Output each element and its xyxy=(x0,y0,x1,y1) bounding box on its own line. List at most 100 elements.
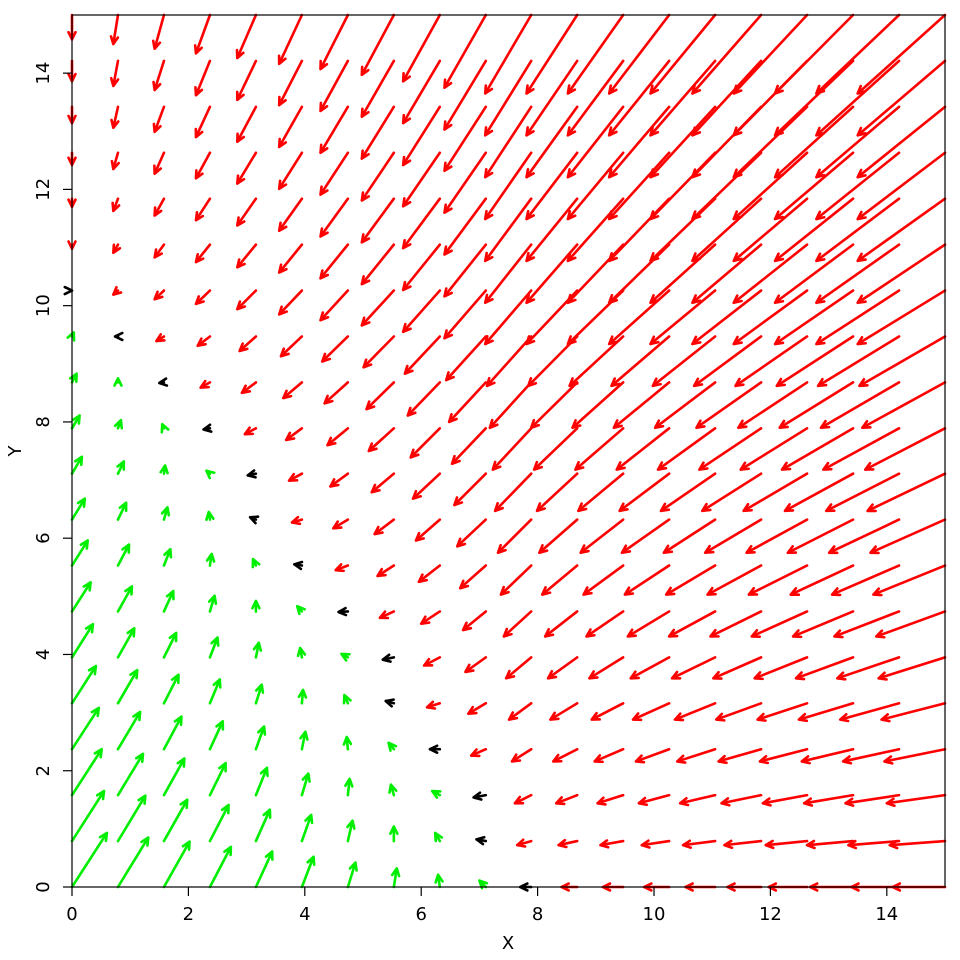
arrow xyxy=(113,377,123,387)
arrow xyxy=(720,793,763,807)
arrow xyxy=(378,610,396,620)
arrow xyxy=(208,678,222,705)
arrow xyxy=(815,13,901,95)
arrow xyxy=(235,59,258,102)
arrow xyxy=(830,564,901,597)
arrow xyxy=(444,335,488,382)
arrow xyxy=(773,151,855,221)
arrow xyxy=(662,518,717,555)
arrow xyxy=(334,563,350,573)
arrow xyxy=(880,701,947,723)
arrow xyxy=(723,839,763,850)
arrow xyxy=(885,793,947,808)
arrow xyxy=(243,426,258,436)
arrow xyxy=(254,725,267,751)
arrow xyxy=(401,289,442,334)
arrow xyxy=(761,793,809,807)
arrow xyxy=(116,668,139,705)
arrow xyxy=(159,464,169,475)
arrow xyxy=(153,151,166,176)
y-tick-label: 14 xyxy=(33,62,54,85)
arrow xyxy=(162,631,178,659)
arrow xyxy=(70,789,106,843)
arrow xyxy=(786,518,855,555)
arrow xyxy=(277,243,304,274)
arrow xyxy=(819,381,901,430)
arrow xyxy=(833,610,901,639)
arrow xyxy=(775,335,855,388)
arrow xyxy=(673,701,717,722)
arrow xyxy=(554,793,579,806)
arrow xyxy=(764,839,809,850)
arrow xyxy=(443,13,488,89)
y-tick-label: 6 xyxy=(33,532,54,543)
arrow xyxy=(155,333,166,343)
x-tick-label: 0 xyxy=(66,904,77,925)
arrow xyxy=(162,673,180,705)
x-tick-label: 10 xyxy=(643,904,666,925)
arrow xyxy=(634,747,671,764)
arrow xyxy=(805,839,855,850)
arrow xyxy=(789,564,855,596)
arrow xyxy=(422,656,442,667)
arrow xyxy=(254,683,265,705)
arrow xyxy=(869,518,947,555)
arrow xyxy=(401,105,442,167)
arrow xyxy=(709,610,763,638)
arrow xyxy=(290,515,304,526)
arrow xyxy=(387,741,398,752)
arrow xyxy=(112,243,122,255)
arrow xyxy=(579,518,625,555)
arrow xyxy=(360,197,396,244)
arrow xyxy=(607,105,671,179)
arrow xyxy=(626,610,671,638)
arrow xyxy=(543,610,579,638)
arrow xyxy=(319,289,350,322)
arrow xyxy=(455,518,488,548)
arrow xyxy=(483,59,533,137)
arrow xyxy=(756,701,809,722)
arrow xyxy=(162,757,186,797)
arrow xyxy=(443,197,488,256)
x-axis-label: X xyxy=(502,933,514,954)
arrow xyxy=(277,13,304,66)
x-tick-label: 6 xyxy=(415,904,426,925)
arrow xyxy=(152,59,166,92)
arrow xyxy=(162,547,173,567)
arrow xyxy=(844,793,901,807)
arrow xyxy=(153,289,166,301)
arrow xyxy=(822,427,901,471)
arrow xyxy=(158,377,169,387)
arrow xyxy=(566,151,625,221)
arrow xyxy=(110,151,120,171)
arrow xyxy=(68,372,78,384)
arrow xyxy=(153,243,166,259)
arrow xyxy=(208,720,225,751)
arrow xyxy=(160,422,170,434)
arrow xyxy=(649,289,717,346)
arrow xyxy=(346,819,356,843)
arrow xyxy=(714,701,763,722)
arrow xyxy=(732,105,809,179)
arrow xyxy=(235,289,258,311)
arrow xyxy=(70,831,109,889)
arrow xyxy=(732,197,809,263)
arrow xyxy=(319,13,350,71)
arrow xyxy=(856,243,947,305)
arrow xyxy=(151,13,166,51)
arrow xyxy=(618,472,671,513)
arrow xyxy=(332,518,350,530)
arrow xyxy=(552,747,579,763)
arrow xyxy=(277,105,304,149)
arrow xyxy=(360,243,396,286)
arrow xyxy=(483,151,533,221)
arrow xyxy=(160,506,171,521)
arrow xyxy=(443,105,488,173)
arrow xyxy=(758,747,809,765)
arrow xyxy=(411,472,442,500)
arrow xyxy=(297,688,308,705)
arrow xyxy=(403,335,442,375)
arrow xyxy=(116,501,128,521)
arrow xyxy=(284,427,304,442)
